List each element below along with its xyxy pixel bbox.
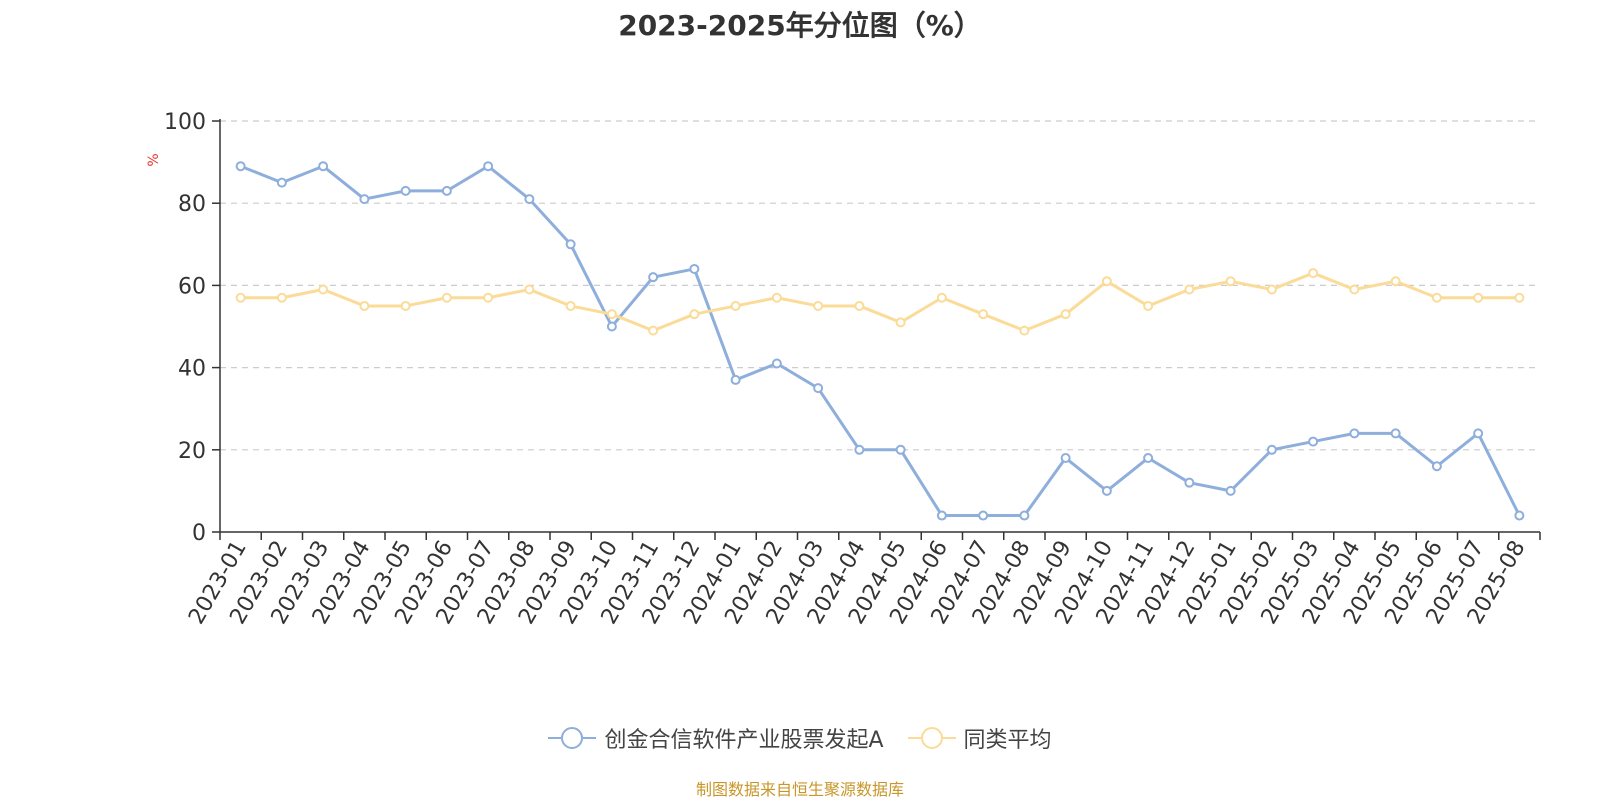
data-point (648, 272, 659, 283)
data-point (689, 263, 700, 274)
data-point (276, 177, 287, 188)
data-point (895, 317, 906, 328)
legend: 创金合信软件产业股票发起A 同类平均 (0, 722, 1600, 754)
y-axis-label: % (146, 153, 162, 166)
legend-marker-circle-icon (907, 727, 956, 749)
data-point (483, 292, 494, 303)
data-point (1019, 325, 1030, 336)
data-point (1060, 309, 1071, 320)
data-point (1514, 510, 1525, 521)
data-point (441, 185, 452, 196)
series-1 (235, 161, 1525, 521)
data-point (854, 300, 865, 311)
data-point (813, 300, 824, 311)
y-tick-label: 60 (178, 274, 206, 299)
data-point (1225, 485, 1236, 496)
data-point (565, 239, 576, 250)
y-tick-label: 40 (178, 357, 206, 382)
data-point (359, 194, 370, 205)
data-point (978, 510, 989, 521)
legend-item-series-2[interactable]: 同类平均 (907, 722, 1052, 754)
data-point (936, 510, 947, 521)
data-point (235, 292, 246, 303)
data-point (1308, 436, 1319, 447)
series-line (239, 271, 1521, 333)
data-point (1349, 428, 1360, 439)
data-point (1266, 444, 1277, 455)
source-note: 制图数据来自恒生聚源数据库 (695, 780, 904, 799)
data-point (565, 300, 576, 311)
data-point (1019, 510, 1030, 521)
data-point (771, 292, 782, 303)
data-point (441, 292, 452, 303)
data-point (1143, 453, 1154, 464)
data-point (895, 444, 906, 455)
data-point (1143, 300, 1154, 311)
chart-title: 2023-2025年分位图（%） (618, 9, 982, 42)
data-point (689, 309, 700, 320)
data-point (1308, 268, 1319, 279)
data-point (318, 161, 329, 172)
axes: 0204060801002023-012023-022023-032023-04… (164, 110, 1541, 629)
data-point (1101, 485, 1112, 496)
grid-lines (220, 120, 1540, 451)
data-point (1349, 284, 1360, 295)
data-point (1473, 428, 1484, 439)
data-point (648, 325, 659, 336)
data-point (606, 321, 617, 332)
data-point (235, 161, 246, 172)
data-point (1390, 428, 1401, 439)
series (235, 161, 1525, 521)
data-point (318, 284, 329, 295)
y-tick-label: 80 (178, 192, 206, 217)
data-point (978, 309, 989, 320)
data-point (1514, 292, 1525, 303)
data-point (1473, 292, 1484, 303)
y-tick-label: 20 (178, 439, 206, 464)
series-line (239, 164, 1521, 518)
legend-marker-circle-icon (548, 727, 597, 749)
data-point (1060, 453, 1071, 464)
data-point (771, 358, 782, 369)
data-point (400, 185, 411, 196)
data-point (730, 300, 741, 311)
data-point (276, 292, 287, 303)
legend-label: 同类平均 (963, 728, 1052, 753)
data-point (606, 309, 617, 320)
data-point (359, 300, 370, 311)
data-point (1101, 276, 1112, 287)
data-point (813, 383, 824, 394)
y-tick-label: 100 (164, 110, 206, 135)
data-point (1225, 276, 1236, 287)
data-point (854, 444, 865, 455)
data-point (1431, 292, 1442, 303)
data-point (524, 194, 535, 205)
data-point (730, 374, 741, 385)
data-point (1184, 477, 1195, 488)
series-2 (235, 268, 1525, 336)
data-point (1184, 284, 1195, 295)
legend-item-series-1[interactable]: 创金合信软件产业股票发起A (548, 722, 884, 754)
data-point (524, 284, 535, 295)
data-point (1390, 276, 1401, 287)
data-point (400, 300, 411, 311)
data-point (1266, 284, 1277, 295)
data-point (483, 161, 494, 172)
legend-label: 创金合信软件产业股票发起A (604, 728, 884, 753)
data-point (1431, 461, 1442, 472)
y-tick-label: 0 (192, 521, 206, 546)
data-point (936, 292, 947, 303)
